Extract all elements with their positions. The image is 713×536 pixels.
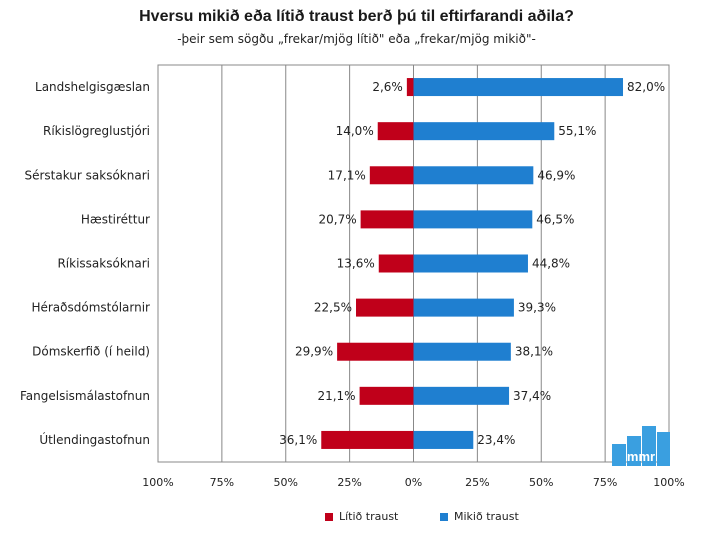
bar-mikid-traust [413,298,514,317]
bar-litid-traust [360,210,414,229]
bar-mikid-traust [413,78,624,97]
data-label-litid: 22,5% [314,301,352,315]
bar-mikid-traust [413,166,534,185]
legend-label-litid: Lítið traust [339,510,399,523]
bar-litid-traust [359,386,414,405]
data-label-mikid: 46,9% [537,168,575,182]
bar-litid-traust [377,122,414,141]
category-label: Hæstiréttur [81,212,150,226]
legend-swatch-litid [325,512,333,521]
data-label-mikid: 39,3% [518,301,556,315]
bar-mikid-traust [413,386,510,405]
bar-litid-traust [406,78,414,97]
x-tick-label: 25% [465,476,489,489]
data-label-mikid: 82,0% [627,80,665,94]
data-label-mikid: 55,1% [558,124,596,138]
x-tick-label: 0% [405,476,422,489]
x-tick-label: 75% [593,476,617,489]
logo-bars-icon [612,426,670,466]
x-tick-label: 75% [210,476,234,489]
data-label-mikid: 37,4% [513,389,551,403]
data-label-litid: 20,7% [318,212,356,226]
data-label-litid: 36,1% [279,433,317,447]
data-label-litid: 29,9% [295,345,333,359]
data-label-mikid: 38,1% [515,345,553,359]
data-label-litid: 13,6% [337,257,375,271]
bar-litid-traust [378,254,414,273]
legend-swatch-mikid [440,512,448,521]
x-tick-label: 50% [529,476,553,489]
legend-label-mikid: Mikið traust [454,510,519,523]
chart-subtitle: -þeir sem sögðu „frekar/mjög lítið" eða … [177,32,536,46]
bar-mikid-traust [413,122,555,141]
chart-title: Hversu mikið eða lítið traust berð þú ti… [139,8,574,25]
data-label-mikid: 23,4% [477,433,515,447]
category-label: Ríkislögreglustjóri [43,124,150,138]
mmr-logo: mmr [612,426,670,466]
category-label: Sérstakur saksóknari [24,168,150,182]
bar-mikid-traust [413,254,528,273]
bar-litid-traust [337,342,414,361]
legend-item-litid: Lítið traust [325,510,398,523]
logo-text: mmr [626,449,656,464]
category-label: Fangelsismálastofnun [20,389,150,403]
bar-mikid-traust [413,430,474,449]
data-label-mikid: 46,5% [536,212,574,226]
x-tick-label: 50% [274,476,298,489]
category-label: Útlendingastofnun [39,432,150,447]
x-tick-label: 100% [142,476,173,489]
data-label-litid: 21,1% [317,389,355,403]
legend-item-mikid: Mikið traust [440,510,519,523]
data-label-litid: 2,6% [372,80,403,94]
data-label-litid: 14,0% [336,124,374,138]
bar-mikid-traust [413,210,533,229]
bar-litid-traust [321,430,414,449]
x-tick-label: 25% [337,476,361,489]
category-label: Dómskerfið (í heild) [32,345,150,359]
category-label: Ríkissaksóknari [57,257,150,271]
data-label-mikid: 44,8% [532,257,570,271]
bar-litid-traust [369,166,414,185]
category-label: Landshelgisgæslan [35,80,150,94]
x-tick-label: 100% [653,476,684,489]
bar-mikid-traust [413,342,511,361]
category-label: Héraðsdómstólarnir [31,301,150,315]
data-label-litid: 17,1% [328,168,366,182]
bar-litid-traust [356,298,414,317]
